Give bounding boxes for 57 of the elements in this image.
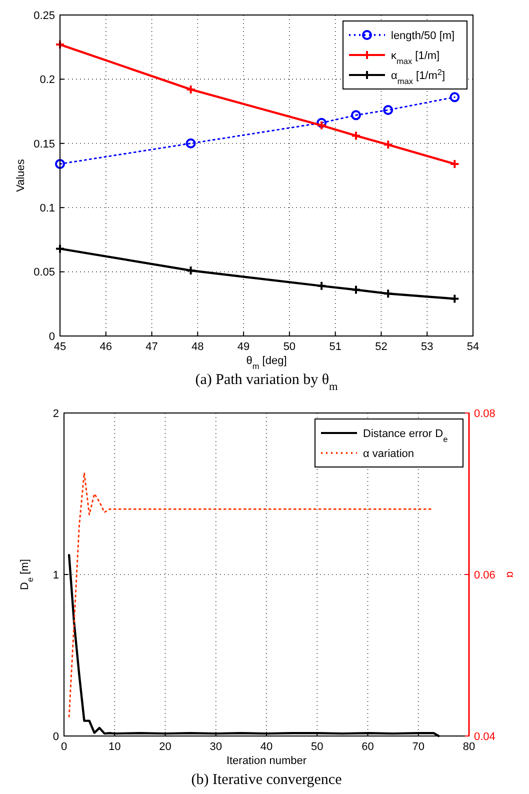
x-tick-label: 70 xyxy=(412,741,424,753)
x-tick-label: 51 xyxy=(329,341,342,353)
x-tick-label: 47 xyxy=(146,341,158,353)
y-tick-label: 0 xyxy=(52,730,59,743)
point xyxy=(186,138,196,148)
x-tick-label: 20 xyxy=(159,741,172,753)
x-tick-label: 46 xyxy=(100,341,112,353)
x-tick-label: 30 xyxy=(210,741,222,753)
y-tick-label: 1 xyxy=(52,569,59,582)
point xyxy=(383,288,394,299)
text: (b) Iterative convergence xyxy=(191,772,342,788)
y-tick-label: 0.2 xyxy=(40,74,55,86)
point xyxy=(383,105,394,116)
x-tick-label: 0 xyxy=(60,741,68,753)
point xyxy=(186,84,196,94)
y-tick-label: 0.1 xyxy=(40,202,55,214)
point xyxy=(450,92,460,102)
y-tick-label: 0.15 xyxy=(34,138,55,150)
legend-label: α$_{max}$ [1/m$^{2}$] xyxy=(391,67,446,86)
x-tick-label: 40 xyxy=(260,741,273,753)
x-tick-label: 54 xyxy=(466,341,480,353)
point xyxy=(350,284,361,295)
point xyxy=(186,266,196,276)
legend-label: length/50 [m] xyxy=(391,30,455,42)
point xyxy=(316,118,327,128)
y-tick-label: 2 xyxy=(52,408,59,420)
x-axis-title: Iteration number xyxy=(226,755,307,767)
y2-tick-label: 0.04 xyxy=(474,730,496,743)
x-tick-label: 52 xyxy=(375,341,388,353)
x-tick-label: 53 xyxy=(420,341,434,353)
point xyxy=(316,120,327,130)
y2-tick-label: 0.06 xyxy=(474,569,496,582)
x-tick-label: 49 xyxy=(237,341,250,353)
y2-tick-label: 0.08 xyxy=(474,408,496,420)
y-tick-label: 0.05 xyxy=(34,266,55,279)
point xyxy=(316,280,327,291)
x-tick-label: 10 xyxy=(108,741,121,753)
point xyxy=(350,110,361,120)
point xyxy=(383,140,394,150)
x-axis-title: θ$_{m}$ [deg] xyxy=(246,355,287,370)
line-series xyxy=(68,472,434,718)
y2-axis-title: α xyxy=(504,571,516,578)
legend-label: κ$_{max}$ [1/m] xyxy=(391,50,440,66)
legend-label: Distance error D$_{e}$ xyxy=(363,428,448,444)
y-axis-title: Values xyxy=(15,158,27,192)
x-tick-label: 80 xyxy=(462,741,476,753)
x-tick-label: 50 xyxy=(283,341,296,353)
y-tick-label: 0 xyxy=(48,330,55,343)
x-tick-label: 48 xyxy=(192,341,204,353)
x-tick-label: 60 xyxy=(362,741,374,753)
x-tick-label: 45 xyxy=(54,341,66,353)
y-tick-label: 0.25 xyxy=(34,10,55,22)
point xyxy=(350,130,361,141)
x-tick-label: 50 xyxy=(311,741,324,753)
text: (a) Path variation by θ$_{m}$ xyxy=(195,372,338,393)
point xyxy=(55,158,65,169)
legend-label: α variation xyxy=(363,448,414,460)
